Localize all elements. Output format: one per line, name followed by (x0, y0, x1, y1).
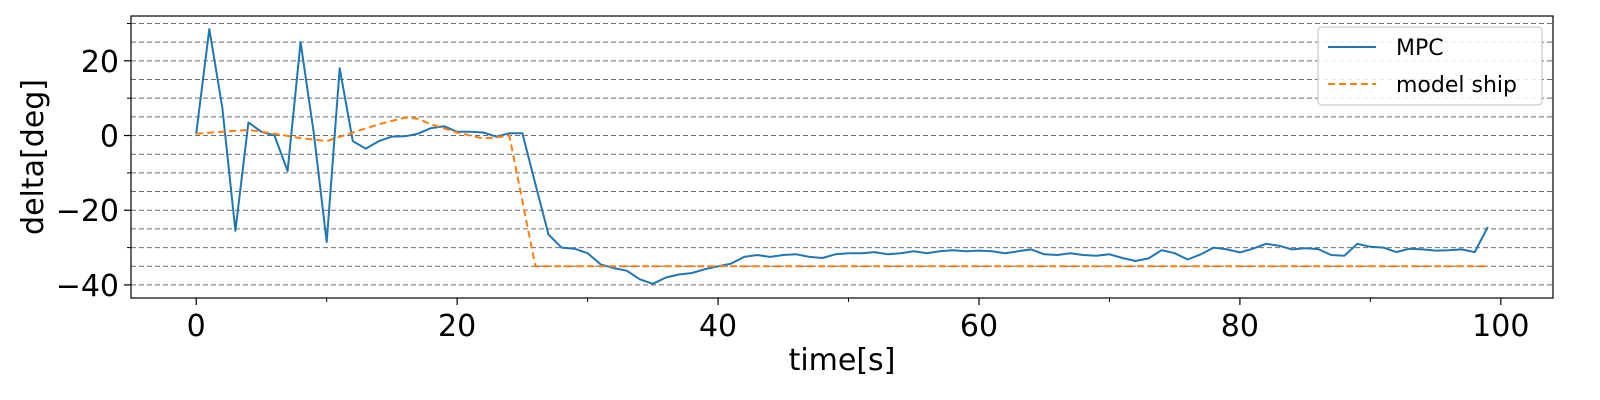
y-tick-label: −20 (56, 194, 119, 229)
plot-series (195, 28, 1489, 285)
y-tick-label: 20 (81, 45, 119, 80)
x-axis-label: time[s] (789, 343, 896, 378)
series-line-mpc (195, 28, 1489, 285)
y-axis-label: delta[deg] (16, 79, 51, 235)
legend: MPC model ship (1317, 26, 1543, 106)
legend-label-model-ship: model ship (1396, 73, 1517, 98)
axis-ticks: 0 20 40 60 80 100 −40 −20 0 20 (56, 22, 1529, 344)
plot-frame (130, 15, 1554, 299)
legend-label-mpc: MPC (1396, 36, 1444, 61)
x-tick-label: 80 (1221, 309, 1259, 344)
y-tick-label: −40 (56, 269, 119, 304)
series-line-model-ship (196, 116, 1488, 268)
x-tick-label: 100 (1472, 309, 1529, 344)
x-tick-label: 0 (187, 309, 206, 344)
x-tick-label: 20 (438, 309, 476, 344)
y-tick-label: 0 (100, 120, 119, 155)
x-tick-label: 40 (699, 309, 737, 344)
x-tick-label: 60 (960, 309, 998, 344)
